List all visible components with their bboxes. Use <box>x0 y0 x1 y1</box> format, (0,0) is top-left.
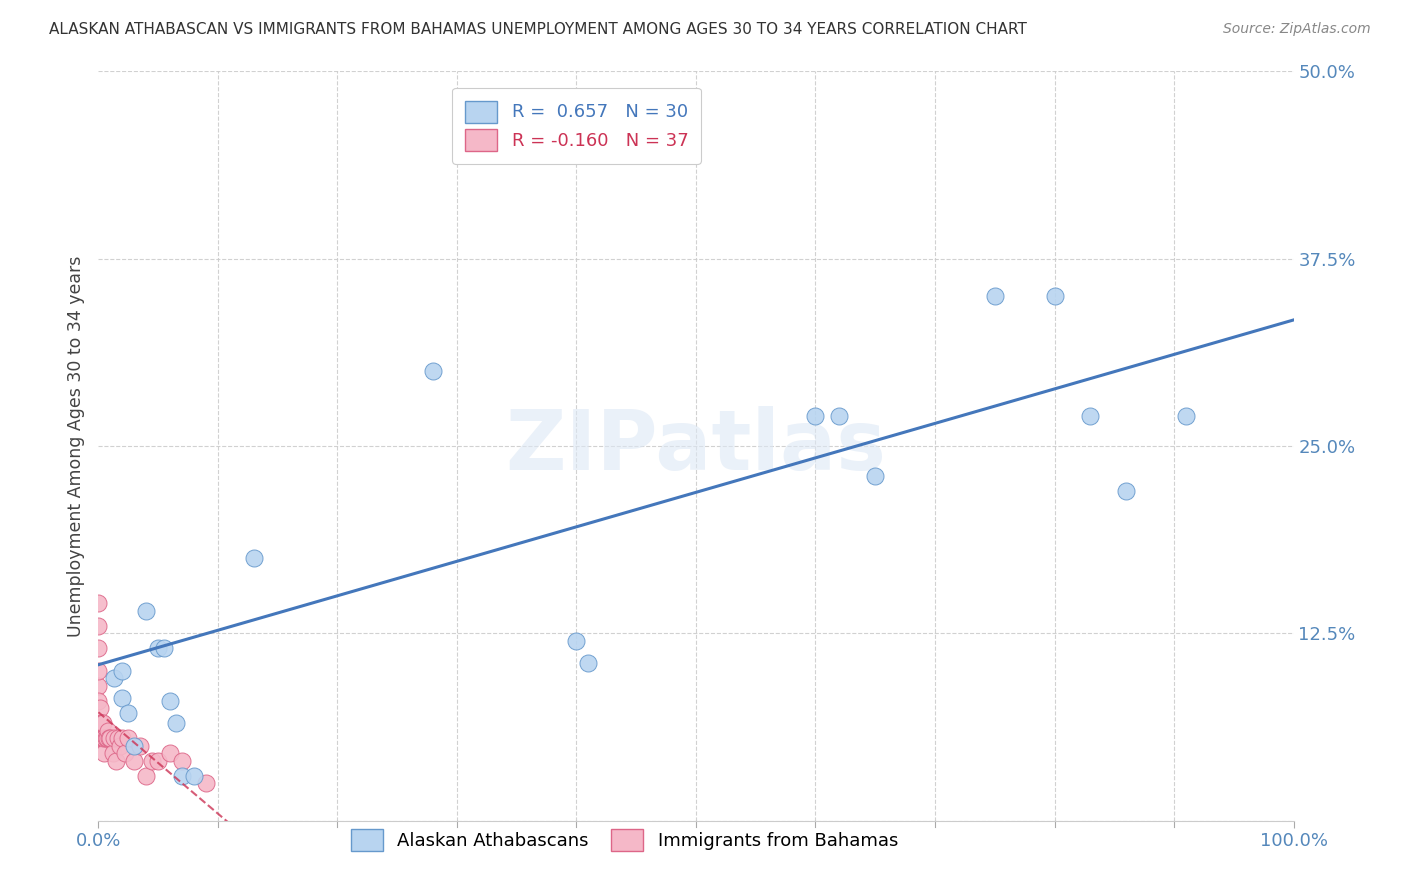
Point <box>107 731 129 746</box>
Point <box>89 716 111 731</box>
Point <box>87 619 110 633</box>
Point <box>153 641 176 656</box>
Point <box>129 739 152 753</box>
Point <box>243 551 266 566</box>
Text: Source: ZipAtlas.com: Source: ZipAtlas.com <box>1223 22 1371 37</box>
Point <box>1115 483 1137 498</box>
Point <box>135 769 157 783</box>
Point <box>804 409 827 423</box>
Point <box>87 679 110 693</box>
Point <box>90 731 112 746</box>
Point <box>117 731 139 746</box>
Point <box>97 723 120 738</box>
Point <box>98 731 122 746</box>
Point <box>111 690 134 705</box>
Point <box>114 746 136 760</box>
Point <box>87 664 110 678</box>
Point <box>865 469 887 483</box>
Point <box>159 746 181 760</box>
Point <box>1043 289 1066 303</box>
Point <box>273 34 295 48</box>
Point <box>98 731 121 746</box>
Point <box>101 746 124 760</box>
Point <box>105 754 128 768</box>
Point <box>93 731 115 746</box>
Point <box>111 664 134 678</box>
Point <box>90 716 112 731</box>
Point <box>172 769 194 783</box>
Point <box>91 731 114 746</box>
Text: ZIPatlas: ZIPatlas <box>506 406 886 486</box>
Point <box>91 716 114 731</box>
Point <box>108 739 131 753</box>
Legend: Alaskan Athabascans, Immigrants from Bahamas: Alaskan Athabascans, Immigrants from Bah… <box>342 821 907 860</box>
Point <box>1080 409 1102 423</box>
Y-axis label: Unemployment Among Ages 30 to 34 years: Unemployment Among Ages 30 to 34 years <box>66 255 84 637</box>
Point <box>111 731 134 746</box>
Point <box>91 716 114 731</box>
Point <box>183 769 205 783</box>
Point <box>148 754 170 768</box>
Point <box>124 739 146 753</box>
Point <box>172 754 194 768</box>
Point <box>159 694 181 708</box>
Point <box>94 731 117 746</box>
Point <box>135 604 157 618</box>
Point <box>124 754 146 768</box>
Point <box>148 641 170 656</box>
Text: ALASKAN ATHABASCAN VS IMMIGRANTS FROM BAHAMAS UNEMPLOYMENT AMONG AGES 30 TO 34 Y: ALASKAN ATHABASCAN VS IMMIGRANTS FROM BA… <box>49 22 1028 37</box>
Point <box>828 409 851 423</box>
Point <box>422 364 444 378</box>
Point <box>87 641 110 656</box>
Point <box>93 746 115 760</box>
Point <box>91 731 114 746</box>
Point <box>89 701 111 715</box>
Point <box>103 731 125 746</box>
Point <box>195 776 218 790</box>
Point <box>96 731 118 746</box>
Point <box>117 706 139 720</box>
Point <box>984 289 1007 303</box>
Point <box>1175 409 1198 423</box>
Point <box>565 633 588 648</box>
Point <box>87 596 110 610</box>
Point <box>103 671 125 685</box>
Point <box>578 657 600 671</box>
Point <box>87 694 110 708</box>
Point <box>141 754 163 768</box>
Point <box>165 716 187 731</box>
